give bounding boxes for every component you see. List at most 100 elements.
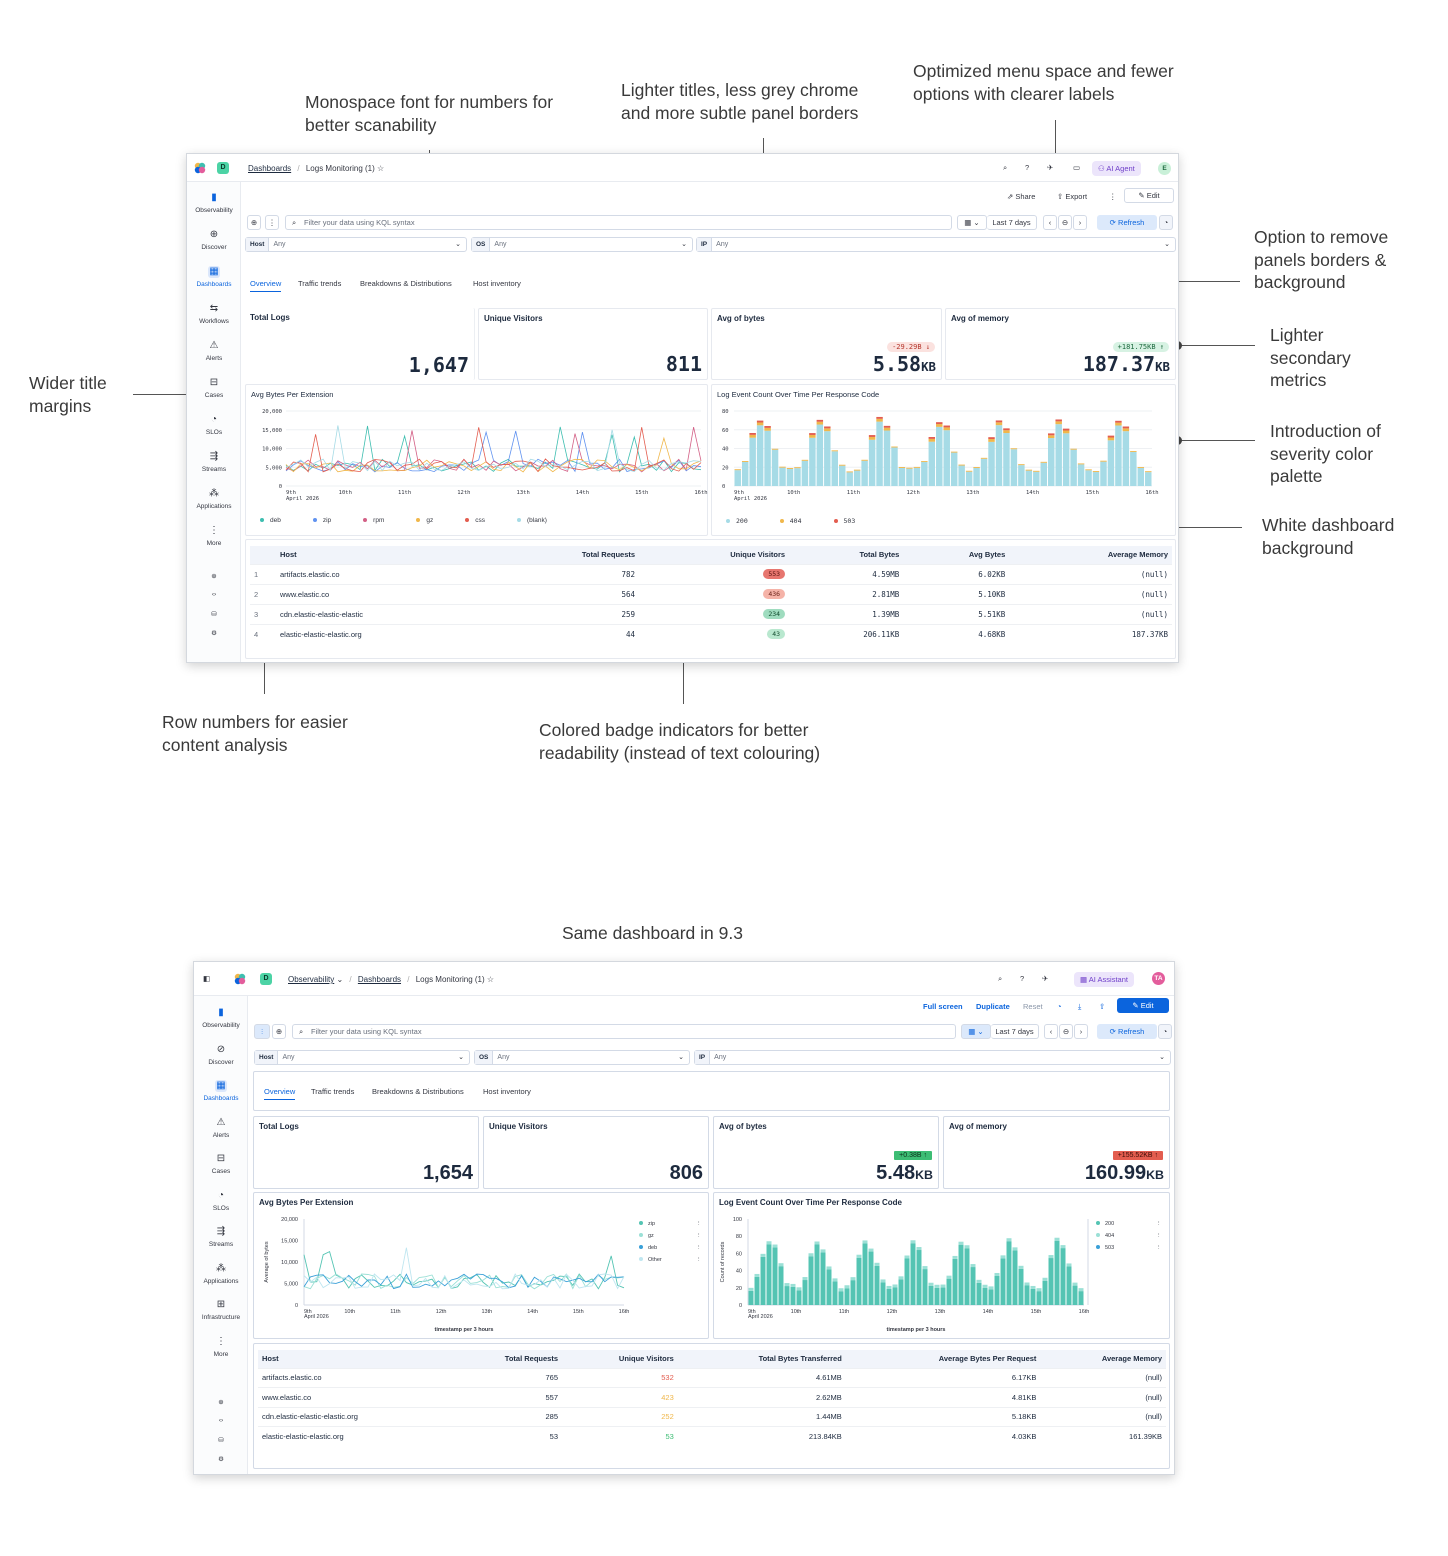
add-filter-button[interactable]: ⊕ <box>247 215 261 230</box>
share-button[interactable]: ⇗ Share <box>1007 192 1036 201</box>
sidebar-item-applications[interactable]: ⁂ Applications <box>187 488 241 510</box>
space-badge[interactable]: D <box>260 973 272 985</box>
zoom-out-button[interactable]: ⊖ <box>1059 1024 1073 1039</box>
column-header[interactable]: Average Bytes Per Request <box>938 1354 1037 1364</box>
column-header[interactable]: Total Requests <box>504 1354 558 1364</box>
tab-breakdowns[interactable]: Breakdowns & Distributions <box>372 1087 464 1096</box>
refresh-button[interactable]: ⟳ Refresh <box>1097 215 1157 230</box>
ai-agent-button[interactable]: ⚇ AI Agent <box>1092 161 1141 176</box>
column-header[interactable]: Host <box>280 550 297 560</box>
sidebar-item-slos[interactable]: ◔ SLOs <box>194 1190 248 1212</box>
refresh-button[interactable]: ⟳ Refresh <box>1097 1024 1157 1039</box>
date-next-button[interactable]: › <box>1074 1024 1088 1039</box>
sidebar-item-streams[interactable]: ⇶ Streams <box>194 1226 248 1248</box>
ip-control[interactable]: IP Any ⌄ <box>694 1050 1171 1065</box>
host-control[interactable]: Host Any ⌄ <box>245 237 467 252</box>
sidebar-item-infrastructure[interactable]: ⊞ Infrastructure <box>194 1299 248 1321</box>
breadcrumb-dashboards[interactable]: Dashboards <box>248 164 292 173</box>
date-range-picker[interactable]: Last 7 days <box>987 215 1037 230</box>
legend-item[interactable]: deb <box>260 517 281 524</box>
code-icon[interactable]: ‹› <box>211 591 217 598</box>
edit-button[interactable]: ✎ Edit <box>1124 188 1174 203</box>
table-row[interactable]: 4 elastic-elastic-elastic.org 44 43 206.11KB… <box>250 623 1172 644</box>
tab-traffic-trends[interactable]: Traffic trends <box>311 1087 355 1096</box>
os-control[interactable]: OS Any ⌄ <box>474 1050 690 1065</box>
database-icon[interactable]: ⛁ <box>218 1437 224 1444</box>
search-icon[interactable]: ⌕ <box>998 974 1003 983</box>
tab-host-inventory[interactable]: Host inventory <box>473 279 521 288</box>
settings-icon[interactable]: ◔ <box>1057 1002 1062 1011</box>
duplicate-button[interactable]: Duplicate <box>976 1002 1010 1011</box>
tab-traffic-trends[interactable]: Traffic trends <box>298 279 342 288</box>
zoom-out-button[interactable]: ⊖ <box>1058 215 1072 230</box>
legend-item[interactable]: 404 <box>779 517 802 525</box>
tab-overview[interactable]: Overview <box>264 1087 296 1100</box>
sidebar-item-observability[interactable]: ▮ Observability <box>194 1007 248 1029</box>
table-row[interactable]: elastic-elastic-elastic.org 53 53 213.84KB 4… <box>258 1426 1166 1446</box>
notifications-icon[interactable]: ✈ <box>1047 163 1054 172</box>
breadcrumb-observability[interactable]: Observability <box>288 975 335 984</box>
table-row[interactable]: 3 cdn.elastic-elastic-elastic 259 234 1.39MB… <box>250 603 1172 624</box>
share-icon[interactable]: ⇧ <box>1099 1002 1106 1011</box>
os-control[interactable]: OS Any ⌄ <box>471 237 693 252</box>
filter-options-button[interactable]: ⋮ <box>265 215 279 230</box>
legend-item[interactable]: 503 <box>833 517 855 525</box>
full-screen-button[interactable]: Full screen <box>923 1002 963 1011</box>
auto-refresh-button[interactable]: ◔ <box>1158 1024 1172 1039</box>
sidebar-item-more[interactable]: ⋮ More <box>187 525 241 547</box>
sidebar-item-dashboards[interactable]: ▦ Dashboards <box>187 266 241 288</box>
settings-icon[interactable]: ⚙ <box>218 1456 224 1463</box>
auto-refresh-button[interactable]: ◔ <box>1159 215 1173 230</box>
date-range-picker[interactable]: Last 7 days <box>991 1024 1039 1039</box>
notifications-icon[interactable]: ✈ <box>1042 974 1049 983</box>
database-icon[interactable]: ⛁ <box>211 611 217 618</box>
column-header[interactable]: Host <box>262 1354 279 1364</box>
column-header[interactable]: Average Memory <box>1101 1354 1162 1364</box>
sidebar-item-alerts[interactable]: ⚠ Alerts <box>187 340 241 362</box>
sidebar-item-slos[interactable]: ◔ SLOs <box>187 414 241 436</box>
sidebar-item-cases[interactable]: ⊟ Cases <box>187 377 241 399</box>
legend-item[interactable]: rpm <box>363 517 384 524</box>
date-prev-button[interactable]: ‹ <box>1043 215 1057 230</box>
feedback-icon[interactable]: ▭ <box>1073 163 1081 172</box>
sidebar-item-discover[interactable]: ⊘ Discover <box>194 1044 248 1066</box>
legend-item[interactable]: (blank) <box>517 517 547 524</box>
breadcrumb-dashboards[interactable]: Dashboards <box>357 975 402 984</box>
help-icon[interactable]: ? <box>1025 163 1030 172</box>
add-icon[interactable]: ⊕ <box>218 1399 224 1406</box>
avatar[interactable]: TA <box>1152 972 1165 985</box>
table-row[interactable]: 1 artifacts.elastic.co 782 553 4.59MB 6.02KB(… <box>250 563 1172 584</box>
column-header[interactable]: Avg Bytes <box>968 550 1006 560</box>
tab-breakdowns[interactable]: Breakdowns & Distributions <box>360 279 452 288</box>
column-header[interactable]: Unique Visitors <box>618 1354 674 1364</box>
column-header[interactable]: Total Bytes Transferred <box>758 1354 842 1364</box>
code-icon[interactable]: ‹› <box>218 1417 224 1424</box>
edit-button[interactable]: ✎ Edit <box>1117 998 1169 1013</box>
host-control[interactable]: Host Any ⌄ <box>254 1050 470 1065</box>
sidebar-item-workflows[interactable]: ⇆ Workflows <box>187 303 241 325</box>
table-row[interactable]: www.elastic.co 557 423 2.62MB 4.81KB (null) <box>258 1387 1166 1407</box>
settings-icon[interactable]: ⚙ <box>211 630 217 637</box>
sidebar-item-observability[interactable]: ▮ Observability <box>187 192 241 214</box>
sidebar-item-discover[interactable]: ⊕ Discover <box>187 229 241 251</box>
avatar[interactable]: E <box>1158 162 1171 175</box>
tab-host-inventory[interactable]: Host inventory <box>483 1087 531 1096</box>
table-row[interactable]: cdn.elastic-elastic-elastic.org 285 252 1.4… <box>258 1406 1166 1427</box>
download-icon[interactable]: ⤓ <box>1078 1002 1082 1011</box>
date-next-button[interactable]: › <box>1073 215 1087 230</box>
table-row[interactable]: 2 www.elastic.co 564 436 2.81MB 5.10KB (null) <box>250 583 1172 604</box>
legend-item[interactable]: 200 <box>726 517 748 525</box>
column-header[interactable]: Total Requests <box>581 550 636 560</box>
date-prev-button[interactable]: ‹ <box>1044 1024 1058 1039</box>
search-icon[interactable]: ⌕ <box>1003 163 1008 172</box>
ai-assistant-button[interactable]: ▦ AI Assistant <box>1074 972 1134 987</box>
reset-button[interactable]: Reset <box>1023 1002 1043 1011</box>
column-header[interactable]: Unique Visitors <box>730 550 786 560</box>
column-header[interactable]: Total Bytes <box>859 550 900 560</box>
filter-toggle-button[interactable]: ⫶ <box>254 1024 270 1039</box>
column-header[interactable]: Average Memory <box>1107 550 1168 560</box>
table-row[interactable]: artifacts.elastic.co 765 532 4.61MB 6.17KB (n… <box>258 1367 1166 1388</box>
sidebar-item-cases[interactable]: ⊟ Cases <box>194 1153 248 1175</box>
date-quick-select[interactable]: ▦ ⌄ <box>957 215 987 230</box>
space-badge[interactable]: D <box>217 162 229 174</box>
